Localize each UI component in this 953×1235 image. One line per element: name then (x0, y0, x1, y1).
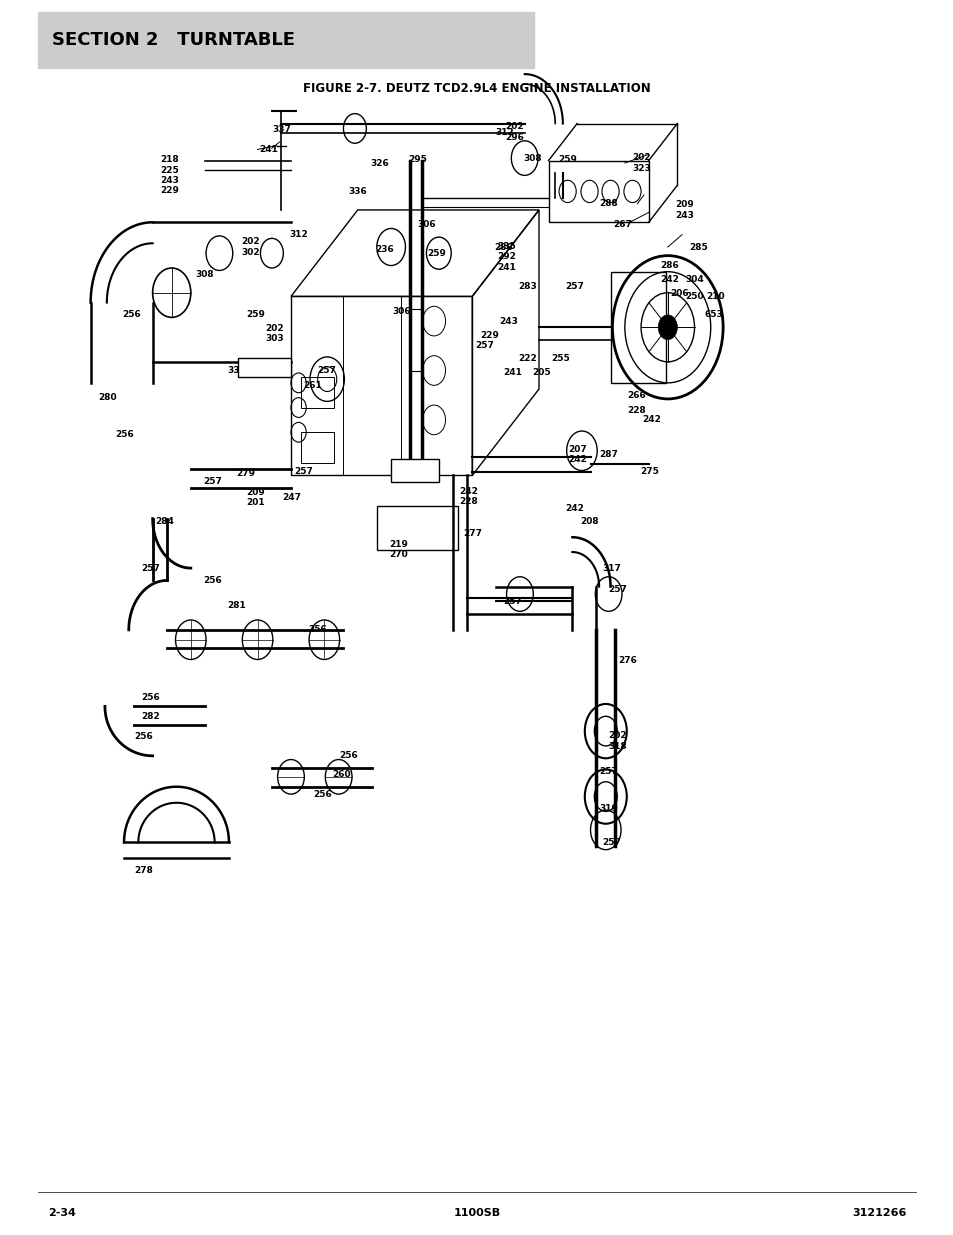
Text: 312: 312 (495, 127, 514, 137)
Text: 295: 295 (408, 154, 427, 164)
Text: 275: 275 (639, 467, 659, 477)
Text: 256: 256 (313, 789, 332, 799)
Text: 256: 256 (134, 731, 153, 741)
Text: 256: 256 (308, 625, 327, 635)
Text: 208: 208 (579, 516, 598, 526)
FancyBboxPatch shape (38, 12, 534, 68)
Text: 257: 257 (565, 282, 584, 291)
Text: 257: 257 (294, 467, 313, 477)
Text: 286: 286 (494, 242, 513, 252)
Text: 206: 206 (670, 289, 689, 299)
Text: 308: 308 (523, 153, 542, 163)
Text: 317: 317 (601, 563, 620, 573)
Text: 202
318: 202 318 (608, 731, 627, 751)
Text: 257: 257 (141, 563, 160, 573)
Text: FIGURE 2-7. DEUTZ TCD2.9L4 ENGINE INSTALLATION: FIGURE 2-7. DEUTZ TCD2.9L4 ENGINE INSTAL… (303, 83, 650, 95)
Text: 3121266: 3121266 (851, 1208, 905, 1218)
Text: 242: 242 (641, 415, 660, 425)
Text: 257: 257 (598, 767, 618, 777)
Text: 242: 242 (565, 504, 584, 514)
Text: 259: 259 (246, 310, 265, 320)
Text: 241: 241 (259, 144, 278, 154)
Text: 266: 266 (627, 390, 646, 400)
Text: 210: 210 (705, 291, 724, 301)
Text: 229: 229 (479, 331, 498, 341)
Text: 255: 255 (551, 353, 570, 363)
Text: 283: 283 (517, 282, 537, 291)
Text: 241: 241 (503, 368, 522, 378)
Text: 202
302: 202 302 (241, 237, 260, 257)
Text: 256: 256 (339, 751, 358, 761)
Text: 288: 288 (598, 199, 618, 209)
Text: 334: 334 (392, 467, 411, 477)
Text: 1100SB: 1100SB (453, 1208, 500, 1218)
Text: 276: 276 (618, 656, 637, 666)
Text: 209
243: 209 243 (675, 200, 694, 220)
Text: 336: 336 (348, 186, 367, 196)
Text: 243: 243 (498, 316, 517, 326)
Text: 242
228: 242 228 (458, 487, 477, 506)
Text: 209
201: 209 201 (246, 488, 265, 508)
Text: 257: 257 (475, 341, 494, 351)
Circle shape (658, 315, 677, 340)
Text: 278: 278 (134, 866, 153, 876)
Polygon shape (391, 459, 438, 482)
Text: 267: 267 (613, 220, 632, 230)
Text: 259: 259 (558, 154, 577, 164)
Text: 236: 236 (375, 245, 394, 254)
Text: 284: 284 (155, 516, 174, 526)
Text: 277: 277 (463, 529, 482, 538)
Text: 257: 257 (608, 584, 627, 594)
Text: 242: 242 (659, 274, 679, 284)
Text: 306: 306 (417, 220, 436, 230)
Text: 250: 250 (684, 291, 703, 301)
Text: 202
323: 202 323 (632, 153, 651, 173)
Text: 256: 256 (203, 576, 222, 585)
Text: 304: 304 (684, 274, 703, 284)
Text: 228: 228 (627, 405, 646, 415)
Text: 319: 319 (598, 804, 618, 814)
Text: 202
303: 202 303 (265, 324, 284, 343)
Text: 286: 286 (659, 261, 679, 270)
Text: 337: 337 (272, 125, 291, 135)
Text: 281: 281 (227, 600, 246, 610)
Text: 256: 256 (141, 693, 160, 703)
Text: 326: 326 (370, 158, 389, 168)
Text: 202
296: 202 296 (505, 122, 524, 142)
Text: 207
242: 207 242 (568, 445, 587, 464)
Text: 280: 280 (98, 393, 117, 403)
Text: 257: 257 (503, 597, 522, 606)
Text: 335
292
241: 335 292 241 (497, 242, 516, 272)
Text: 205: 205 (532, 368, 551, 378)
Text: 308: 308 (195, 269, 214, 279)
Text: 257: 257 (317, 366, 336, 375)
Text: 256: 256 (115, 430, 134, 440)
Text: 282: 282 (141, 711, 160, 721)
Text: 279: 279 (236, 468, 255, 478)
Text: 653: 653 (703, 310, 722, 320)
Text: 247: 247 (282, 493, 301, 503)
Text: 261: 261 (303, 380, 322, 390)
Polygon shape (238, 358, 291, 377)
Text: 287: 287 (598, 450, 618, 459)
Text: 222: 222 (517, 353, 537, 363)
Text: 257: 257 (203, 477, 222, 487)
Text: 260: 260 (332, 769, 351, 779)
Text: 306: 306 (392, 306, 411, 316)
Text: 256: 256 (122, 310, 141, 320)
Text: 334: 334 (227, 366, 246, 375)
Text: 285: 285 (689, 242, 708, 252)
Text: 2-34: 2-34 (48, 1208, 75, 1218)
Text: SECTION 2   TURNTABLE: SECTION 2 TURNTABLE (52, 31, 295, 49)
Text: 312: 312 (289, 230, 308, 240)
Text: 257: 257 (601, 837, 620, 847)
Text: 219
270: 219 270 (389, 540, 408, 559)
Text: 259: 259 (427, 248, 446, 258)
Text: 218
225
243
229: 218 225 243 229 (160, 156, 179, 195)
